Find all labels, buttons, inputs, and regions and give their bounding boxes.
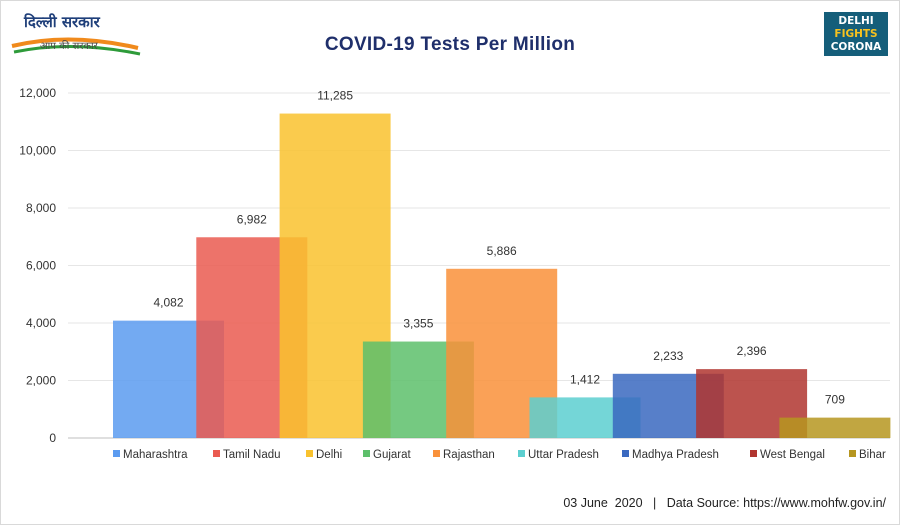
footer-separator: | bbox=[653, 496, 657, 510]
legend-swatch bbox=[750, 450, 757, 457]
legend-swatch bbox=[363, 450, 370, 457]
value-labels: 4,082 6,982 11,285 3,355 5,886 1,412 2,233 2,39… bbox=[153, 89, 845, 407]
badge-line-3: CORONA bbox=[830, 41, 882, 53]
legend-label: Tamil Nadu bbox=[223, 449, 281, 461]
y-tick-label: 12,000 bbox=[19, 86, 56, 100]
legend-label: Bihar bbox=[859, 449, 886, 461]
legend-label: Uttar Pradesh bbox=[528, 449, 599, 461]
delhi-government-logo: दिल्ली सरकार आप की सरकार bbox=[10, 8, 150, 60]
legend-swatch bbox=[213, 450, 220, 457]
y-tick-label: 6,000 bbox=[26, 259, 56, 273]
data-label: 2,233 bbox=[653, 349, 683, 363]
legend-swatch bbox=[622, 450, 629, 457]
legend-label: Delhi bbox=[316, 449, 342, 461]
data-label: 6,982 bbox=[237, 212, 267, 226]
footer-source: Data Source: https://www.mohfw.gov.in/ bbox=[666, 496, 886, 510]
data-label: 709 bbox=[825, 393, 845, 407]
y-tick-label: 2,000 bbox=[26, 374, 56, 388]
legend-swatch bbox=[306, 450, 313, 457]
y-tick-label: 8,000 bbox=[26, 201, 56, 215]
data-label: 3,355 bbox=[403, 317, 433, 331]
footer-date: 03 June 2020 bbox=[563, 496, 643, 510]
data-label: 5,886 bbox=[487, 244, 517, 258]
legend-swatch bbox=[849, 450, 856, 457]
chart-title: COVID-19 Tests Per Million bbox=[324, 34, 576, 55]
legend-label: Rajasthan bbox=[443, 449, 495, 461]
data-label: 1,412 bbox=[570, 372, 600, 386]
logo-swoosh-icon bbox=[11, 37, 141, 56]
y-tick-label: 0 bbox=[49, 431, 56, 445]
data-label: 11,285 bbox=[317, 89, 353, 103]
bars bbox=[113, 113, 891, 439]
badge-line-2: FIGHTS bbox=[834, 28, 878, 40]
legend-label: Madhya Pradesh bbox=[632, 449, 719, 461]
legend-label: Gujarat bbox=[373, 449, 412, 461]
badge-line-1: DELHI bbox=[838, 15, 874, 27]
legend-swatch bbox=[518, 450, 525, 457]
legend-label: Maharashtra bbox=[123, 449, 188, 461]
logo-text: दिल्ली सरकार bbox=[24, 13, 100, 31]
legend-swatch bbox=[433, 450, 440, 457]
legend: Maharashtra Tamil Nadu Delhi Gujarat Rajasth… bbox=[113, 449, 886, 461]
legend-swatch bbox=[113, 450, 120, 457]
data-label: 4,082 bbox=[153, 296, 183, 310]
y-tick-label: 4,000 bbox=[26, 316, 56, 330]
delhi-fights-corona-badge: DELHI FIGHTS CORONA bbox=[824, 12, 888, 56]
data-label: 2,396 bbox=[737, 344, 767, 358]
logo-subtext: आप की सरकार bbox=[40, 41, 98, 52]
y-tick-label: 10,000 bbox=[19, 144, 56, 158]
legend-label: West Bengal bbox=[760, 449, 825, 461]
bar bbox=[779, 417, 891, 438]
y-axis: 0 2,000 4,000 6,000 8,000 10,000 12,000 bbox=[19, 86, 56, 445]
footer: 03 June 2020 | Data Source: https://www.… bbox=[563, 496, 886, 510]
